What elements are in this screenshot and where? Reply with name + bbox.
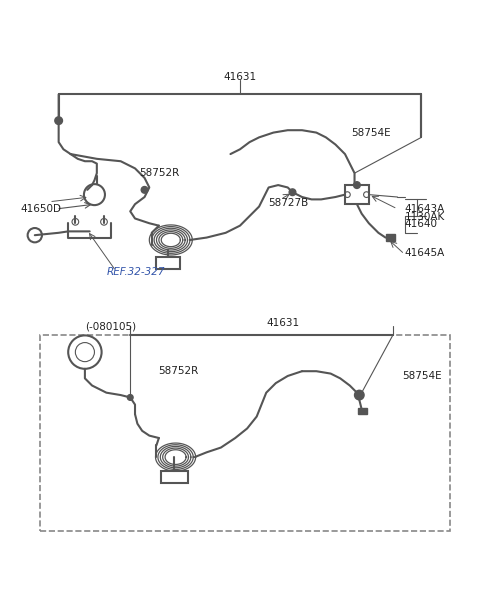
- Text: 58752R: 58752R: [139, 168, 179, 178]
- Bar: [345, 185, 369, 204]
- Text: 41645A: 41645A: [405, 248, 445, 259]
- Text: 41640: 41640: [405, 219, 438, 229]
- Circle shape: [354, 182, 360, 188]
- Text: 41643A: 41643A: [405, 204, 445, 214]
- Text: 58754E: 58754E: [402, 371, 442, 381]
- Text: REF.32-327: REF.32-327: [107, 268, 165, 277]
- Circle shape: [141, 187, 148, 193]
- Bar: [156, 257, 180, 269]
- Text: 41631: 41631: [223, 72, 257, 82]
- Circle shape: [55, 117, 62, 124]
- Bar: [161, 471, 188, 483]
- Text: 58752R: 58752R: [158, 366, 198, 376]
- Circle shape: [289, 189, 296, 196]
- Bar: [385, 234, 395, 241]
- Bar: [359, 408, 367, 414]
- Text: 1130AK: 1130AK: [405, 212, 445, 222]
- Text: (-080105): (-080105): [85, 322, 136, 332]
- Text: 58727B: 58727B: [269, 198, 309, 208]
- Text: 41631: 41631: [266, 318, 300, 329]
- Text: 41650D: 41650D: [21, 204, 61, 214]
- Text: 58754E: 58754E: [351, 127, 391, 138]
- Circle shape: [127, 394, 133, 400]
- Circle shape: [355, 390, 364, 400]
